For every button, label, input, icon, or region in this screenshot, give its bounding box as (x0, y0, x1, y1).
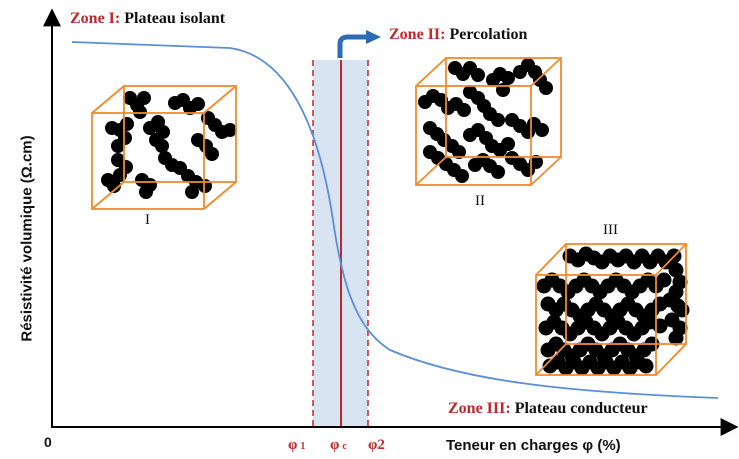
cube-1 (91, 85, 237, 210)
cube-3-frame (535, 243, 687, 376)
particle (223, 123, 237, 137)
zone2-text: Percolation (449, 26, 528, 43)
phi2-label: φ2 (368, 437, 385, 453)
zone3-label: Zone III: Plateau conducteur (448, 400, 648, 418)
particle (455, 169, 469, 183)
zone3-number: Zone III: (448, 400, 511, 417)
zone1-text: Plateau isolant (124, 10, 226, 27)
particle (501, 71, 515, 85)
zone2-label: Zone II: Percolation (389, 26, 527, 44)
cube-1-frame (91, 85, 237, 210)
cube-3 (535, 243, 690, 376)
origin-label: 0 (44, 434, 52, 450)
particle (137, 91, 151, 105)
particle (501, 137, 515, 151)
particle (656, 272, 672, 288)
particle (155, 139, 169, 153)
cube-3-particles (536, 246, 690, 376)
particle (491, 113, 505, 127)
particle (185, 185, 199, 199)
resistivity-curve (71, 41, 719, 399)
phic-symbol: φ (330, 437, 340, 453)
zone3-text: Plateau conducteur (514, 400, 648, 417)
cube-2 (415, 57, 562, 186)
zone2-arrow (337, 34, 368, 58)
particle (191, 97, 205, 111)
zone1-number: Zone I: (70, 10, 121, 27)
particle (107, 179, 121, 193)
cube-2-frame (415, 57, 562, 186)
cube-2-label: II (475, 193, 485, 209)
particle (638, 358, 654, 374)
phi1-symbol: φ (288, 437, 298, 453)
particle (120, 117, 134, 131)
particle (668, 284, 684, 300)
cube-3-label: III (603, 222, 618, 238)
zone1-label: Zone I: Plateau isolant (70, 10, 225, 28)
particle (205, 147, 219, 161)
particle (535, 123, 549, 137)
particle (491, 165, 505, 179)
particle (529, 155, 543, 169)
particle (457, 103, 471, 117)
phi1-subscript: 1 (300, 441, 306, 452)
particle (674, 302, 690, 318)
phic-subscript: c (342, 441, 347, 452)
zone2-number: Zone II: (389, 26, 446, 43)
particle (133, 105, 147, 119)
particle (668, 330, 684, 346)
particle (539, 81, 553, 95)
cube-2-particles (418, 58, 553, 183)
cube-1-particles (101, 91, 237, 199)
particle (111, 139, 125, 153)
particle (668, 262, 684, 278)
particle (139, 185, 153, 199)
zone2-arrow-head (366, 30, 381, 44)
x-axis-label: Teneur en charges φ (%) (446, 437, 621, 454)
particle (471, 68, 485, 82)
particle (452, 145, 466, 159)
y-axis-label: Résistivité volumique (Ω.cm) (18, 135, 36, 342)
cube-1-label: I (145, 212, 150, 228)
